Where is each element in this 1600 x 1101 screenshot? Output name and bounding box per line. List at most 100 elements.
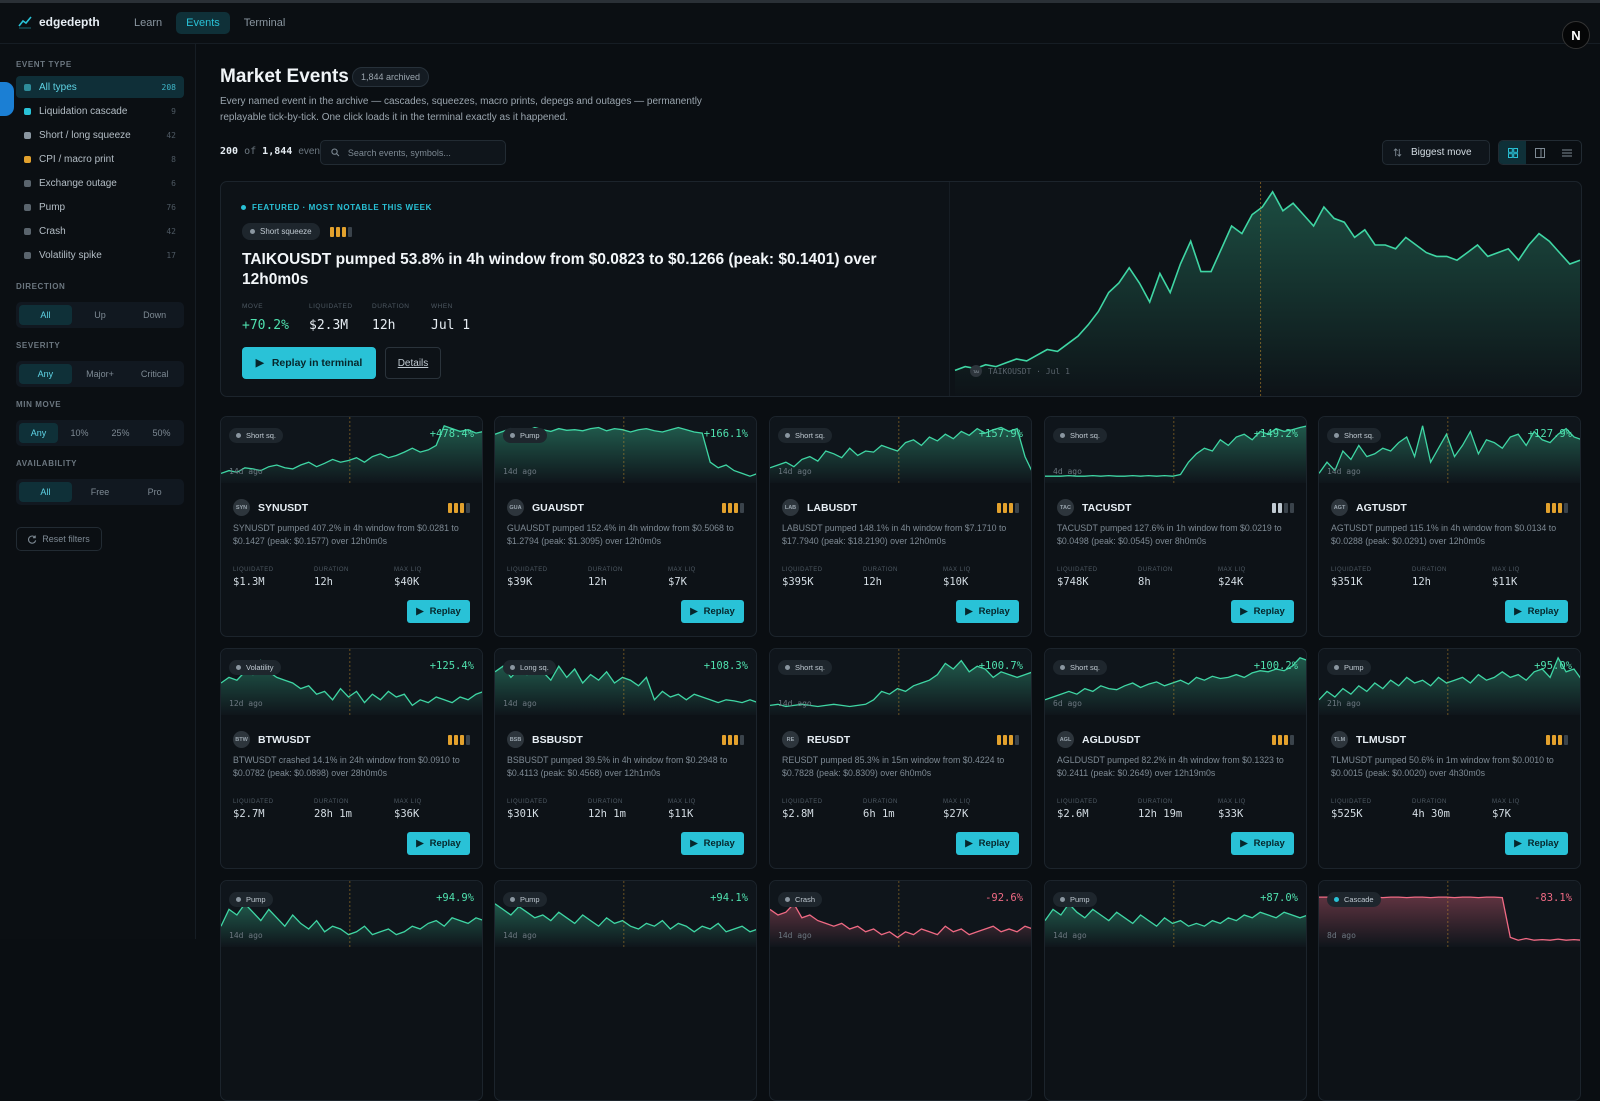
coin-icon: BTW: [233, 731, 250, 748]
min-move-25[interactable]: 25%: [111, 428, 130, 438]
severity-bars: [1272, 503, 1294, 513]
app-logo[interactable]: edgedepth: [18, 15, 100, 29]
event-type-label: Volatility spike: [39, 249, 102, 261]
stat-label: DURATION: [1412, 799, 1447, 805]
card-stat-liquidated: LIQUIDATED $2.6M: [1057, 799, 1098, 820]
list-view-button[interactable]: [1554, 141, 1581, 164]
min-move-50[interactable]: 50%: [152, 428, 171, 438]
replay-button[interactable]: ▶ Replay: [407, 600, 470, 623]
coin-icon: RE: [782, 731, 799, 748]
severity-major[interactable]: Major+: [86, 369, 114, 379]
event-type-0[interactable]: All types 208: [16, 76, 184, 98]
card-type-text: Pump: [1070, 895, 1090, 904]
event-type-2[interactable]: Short / long squeeze 42: [16, 124, 184, 146]
event-type-1[interactable]: Liquidation cascade 9: [16, 100, 184, 122]
event-card[interactable]: Short sq. 6d ago +100.2% AGL AGLDUSDT AGLD…: [1044, 648, 1307, 869]
replay-button[interactable]: ▶ Replay: [1505, 600, 1568, 623]
event-card[interactable]: Pump 21h ago +95.0% TLM TLMUSDT TLMUSDT pu…: [1318, 648, 1581, 869]
stat-value: $2.7M: [233, 808, 265, 820]
event-card[interactable]: Short sq. 14d ago +100.7% RE REUSDT REUSDT…: [769, 648, 1032, 869]
replay-button[interactable]: ▶ Replay: [1231, 832, 1294, 855]
event-type-5[interactable]: Pump 76: [16, 196, 184, 218]
replay-button[interactable]: ▶ Replay: [1231, 600, 1294, 623]
severity-any[interactable]: Any: [19, 364, 72, 384]
event-type-6[interactable]: Crash 42: [16, 220, 184, 242]
min-move-10[interactable]: 10%: [70, 428, 89, 438]
direction-all[interactable]: All: [19, 305, 72, 325]
event-card[interactable]: Short sq. 14d ago +157.9% LAB LABUSDT LABU…: [769, 416, 1032, 637]
event-type-label: Exchange outage: [39, 177, 117, 189]
event-type-4[interactable]: Exchange outage 6: [16, 172, 184, 194]
details-button[interactable]: Details: [385, 347, 441, 379]
event-card[interactable]: Volatility 12d ago +125.4% BTW BTWUSDT BTW…: [220, 648, 483, 869]
count-of: of: [244, 146, 257, 157]
event-type-7[interactable]: Volatility spike 17: [16, 244, 184, 266]
side-panel-handle[interactable]: [0, 82, 14, 116]
split-view-button[interactable]: [1526, 141, 1553, 164]
replay-button[interactable]: ▶ Replay: [407, 832, 470, 855]
min-move-any[interactable]: Any: [19, 423, 58, 443]
card-age: 8d ago: [1327, 931, 1356, 940]
sparkline-area: [770, 903, 1031, 947]
event-card[interactable]: Pump 14d ago +94.9%: [220, 880, 483, 1101]
event-card[interactable]: Crash 14d ago -92.6%: [769, 880, 1032, 1101]
card-stat-liquidated: LIQUIDATED $1.3M: [233, 567, 274, 588]
sparkline-line: [1319, 656, 1580, 701]
sort-label: Biggest move: [1411, 147, 1472, 158]
severity-critical[interactable]: Critical: [140, 369, 169, 379]
availability-pro[interactable]: Pro: [147, 487, 162, 497]
card-sparkline: [1045, 649, 1306, 715]
availability-all[interactable]: All: [19, 482, 72, 502]
replay-button[interactable]: ▶ Replay: [1505, 832, 1568, 855]
play-icon: ▶: [1240, 606, 1248, 617]
event-type-count: 42: [166, 226, 176, 236]
direction-down[interactable]: Down: [143, 310, 167, 320]
card-symbol: AGTUSDT: [1356, 501, 1407, 514]
reset-filters-button[interactable]: Reset filters: [16, 527, 102, 551]
sort-dropdown[interactable]: Biggest move: [1382, 140, 1490, 165]
event-type-label: All types: [39, 81, 77, 93]
event-card[interactable]: Pump 14d ago +166.1% GUA GUAUSDT GUAUSDT p…: [494, 416, 757, 637]
stat-label: DURATION: [588, 567, 623, 573]
replay-button[interactable]: ▶ Replay: [956, 832, 1019, 855]
card-move: -92.6%: [985, 892, 1023, 904]
event-type-3[interactable]: CPI / macro print 8: [16, 148, 184, 170]
search-input[interactable]: [347, 147, 495, 158]
card-move: +94.9%: [436, 892, 474, 904]
replay-button[interactable]: ▶ Replay: [956, 600, 1019, 623]
card-age: 14d ago: [229, 467, 263, 476]
replay-button[interactable]: ▶ Replay: [681, 600, 744, 623]
replay-button[interactable]: ▶ Replay: [681, 832, 744, 855]
stat-label: MAX LIQ: [668, 567, 696, 573]
stat-value: 12h: [372, 318, 396, 333]
card-symbol: LABUSDT: [807, 501, 858, 514]
search-icon: [331, 148, 340, 157]
card-type-text: Pump: [246, 895, 266, 904]
event-card[interactable]: Short sq. 14d ago +127.9% AGT AGTUSDT AGTU…: [1318, 416, 1581, 637]
availability-free[interactable]: Free: [90, 487, 110, 497]
nav-terminal[interactable]: Terminal: [243, 17, 286, 29]
replay-in-terminal-button[interactable]: ▶ Replay in terminal: [242, 347, 376, 379]
direction-up[interactable]: Up: [94, 310, 106, 320]
severity-bars: [722, 735, 744, 745]
event-card[interactable]: Short sq. 4d ago +149.2% TAC TACUSDT TACUS…: [1044, 416, 1307, 637]
stat-value: $27K: [943, 808, 969, 820]
event-card[interactable]: Pump 14d ago +94.1%: [494, 880, 757, 1101]
stat-liquidated: LIQUIDATED $2.3M: [309, 303, 353, 333]
grid-view-button[interactable]: [1499, 141, 1527, 164]
card-age: 14d ago: [1053, 931, 1087, 940]
event-card[interactable]: Cascade 8d ago -83.1%: [1318, 880, 1581, 1101]
event-card[interactable]: Short sq. 14d ago +478.4% SYN SYNUSDT SYNU…: [220, 416, 483, 637]
stat-value: 8h: [1138, 576, 1151, 588]
card-symbol-row: BTW BTWUSDT: [233, 731, 311, 748]
nav-learn[interactable]: Learn: [134, 17, 163, 29]
sparkline-area: [1319, 897, 1580, 947]
nav-events[interactable]: Events: [176, 12, 230, 34]
event-card[interactable]: Pump 14d ago +87.0%: [1044, 880, 1307, 1101]
event-card[interactable]: Long sq. 14d ago +108.3% BSB BSBUSDT BSBUS…: [494, 648, 757, 869]
card-stat-max-liq: MAX LIQ $24K: [1218, 567, 1246, 588]
sparkline-svg: [1319, 881, 1580, 947]
replay-label: Replay: [978, 838, 1010, 849]
sparkline-area: [1319, 657, 1580, 715]
user-avatar[interactable]: N: [1562, 21, 1590, 49]
